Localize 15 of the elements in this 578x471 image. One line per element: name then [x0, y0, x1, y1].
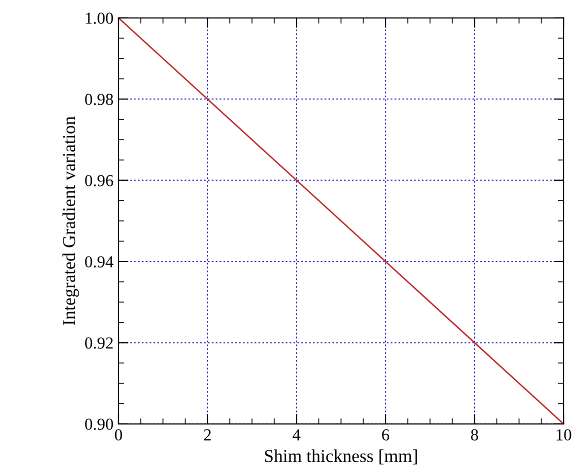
- y-tick-label: 0.90: [85, 418, 113, 430]
- x-tick-label: 10: [556, 429, 572, 440]
- x-tick-label: 8: [471, 429, 478, 440]
- y-axis-title: Integrated Gradient variation: [62, 116, 79, 326]
- x-tick-label: 0: [114, 429, 122, 440]
- y-tick-label: 0.98: [85, 94, 113, 106]
- line-series: [118, 18, 564, 424]
- y-tick-label: 0.92: [85, 337, 113, 349]
- x-tick-label: 6: [382, 429, 390, 440]
- y-tick-label: 1.00: [86, 12, 113, 24]
- x-tick-label: 4: [292, 429, 300, 440]
- y-tick-label: 0.96: [85, 175, 114, 186]
- y-tick-label: 0.94: [85, 256, 114, 268]
- x-tick-label: 2: [204, 429, 211, 440]
- x-axis-title: Shim thickness [mm]: [264, 449, 417, 464]
